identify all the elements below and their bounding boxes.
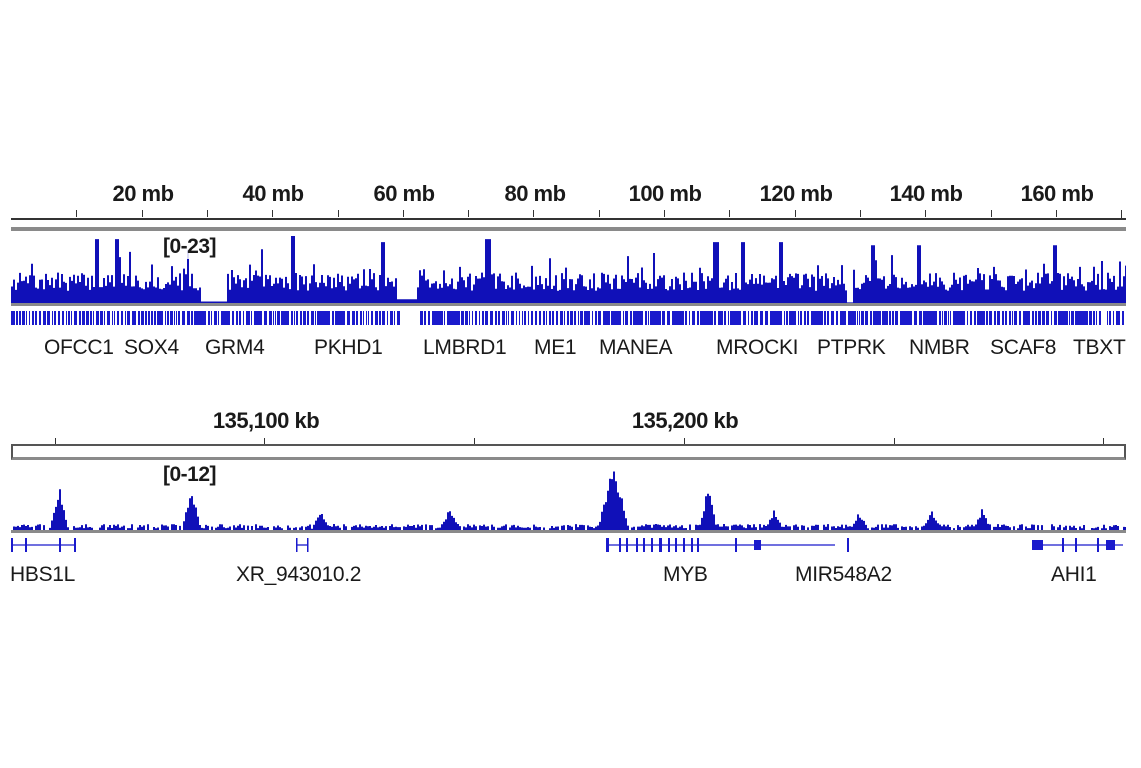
- data-range-label: [0-23]: [162, 235, 218, 259]
- tick-label-140mb: 140 mb: [889, 181, 963, 206]
- gene-label[interactable]: PTPRK: [817, 336, 886, 359]
- ruler-tick: [664, 210, 665, 217]
- tick-label-160mb: 160 mb: [1020, 181, 1094, 206]
- ruler-kb[interactable]: 135,100 kb 135,200 kb: [0, 405, 1141, 460]
- tick-label-40mb: 40 mb: [242, 181, 304, 206]
- gene-model-mir548a2[interactable]: [847, 538, 849, 552]
- ruler-mb[interactable]: 20 mb 40 mb 60 mb 80 mb 100 mb 120 mb 14…: [0, 175, 1141, 225]
- gene-label[interactable]: TBXT: [1073, 336, 1126, 359]
- gene-label-mir548a2[interactable]: MIR548A2: [795, 563, 892, 586]
- track-separator: [11, 303, 1126, 306]
- ruler-tick: [402, 210, 404, 217]
- ruler-axis-line: [11, 218, 1126, 220]
- gene-track-chromosome[interactable]: [11, 310, 1126, 326]
- gene-model-xr9430102[interactable]: [296, 538, 309, 552]
- gene-label[interactable]: PKHD1: [314, 336, 383, 359]
- chromosome-panel: 20 mb 40 mb 60 mb 80 mb 100 mb 120 mb 14…: [0, 0, 1141, 380]
- ruler-tick: [264, 438, 265, 444]
- tick-label-60mb: 60 mb: [373, 181, 435, 206]
- gene-label-ahi1[interactable]: AHI1: [1051, 563, 1097, 586]
- tick-label-135200kb: 135,200 kb: [631, 408, 739, 433]
- gene-model-myb[interactable]: [606, 538, 835, 552]
- gene-label[interactable]: OFCC1: [44, 336, 114, 359]
- track-separator: [11, 530, 1126, 533]
- ruler-tick: [474, 438, 475, 444]
- ruler-tick: [794, 210, 796, 217]
- tick-label-100mb: 100 mb: [628, 181, 702, 206]
- tick-label-20mb: 20 mb: [112, 181, 174, 206]
- tick-label-135100kb: 135,100 kb: [212, 408, 320, 433]
- gene-label-hbs1l[interactable]: HBS1L: [10, 563, 76, 586]
- ruler-tick: [76, 210, 78, 217]
- gene-label-xr-943010[interactable]: XR_943010.2: [236, 563, 362, 586]
- ruler-tick: [141, 210, 143, 217]
- locus-panel: 135,100 kb 135,200 kb [0-12] HBS1L XR_94…: [0, 380, 1141, 620]
- tick-label-120mb: 120 mb: [759, 181, 833, 206]
- ruler-tick: [729, 210, 731, 217]
- locus-ruler-frame: [11, 444, 1126, 460]
- ruler-tick: [206, 210, 208, 217]
- data-range-label: [0-12]: [162, 463, 218, 487]
- gene-label[interactable]: MROCKI: [716, 336, 799, 359]
- gene-label[interactable]: GRM4: [205, 336, 265, 359]
- ruler-tick: [1055, 210, 1057, 217]
- ruler-tick: [1121, 210, 1123, 220]
- gene-label-myb[interactable]: MYB: [663, 563, 708, 586]
- ruler-tick: [272, 210, 274, 217]
- gene-label[interactable]: SOX4: [124, 336, 179, 359]
- ruler-tick: [1103, 438, 1104, 444]
- ruler-tick: [55, 438, 56, 444]
- coverage-area: [11, 236, 1126, 303]
- ruler-tick: [468, 210, 470, 217]
- coverage-track-chromosome[interactable]: [11, 233, 1126, 303]
- gene-label[interactable]: SCAF8: [990, 336, 1057, 359]
- gene-label[interactable]: ME1: [534, 336, 577, 359]
- tick-label-80mb: 80 mb: [504, 181, 566, 206]
- gene-model-ahi1[interactable]: [1032, 538, 1123, 552]
- gene-label[interactable]: LMBRD1: [423, 336, 507, 359]
- ruler-tick: [925, 210, 927, 217]
- gene-model-hbs1l[interactable]: [11, 538, 76, 552]
- gene-label[interactable]: NMBR: [909, 336, 970, 359]
- ruler-tick: [533, 210, 535, 217]
- gene-label[interactable]: MANEA: [599, 336, 673, 359]
- ruler-tick: [859, 210, 861, 217]
- ruler-tick: [337, 210, 339, 217]
- track-separator: [11, 227, 1126, 231]
- ruler-tick: [990, 210, 992, 217]
- gene-track-locus[interactable]: [11, 535, 1126, 555]
- ruler-tick: [684, 438, 685, 444]
- ruler-tick: [598, 210, 600, 217]
- ruler-tick: [894, 438, 895, 444]
